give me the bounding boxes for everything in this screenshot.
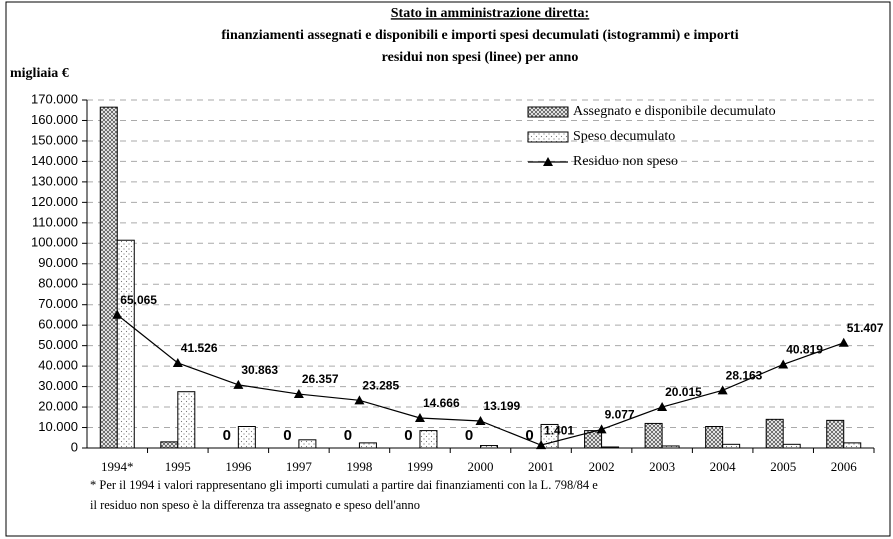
legend-swatch	[527, 106, 569, 118]
x-tick-label: 1997	[286, 459, 313, 474]
y-tick-label: 10.000	[38, 419, 78, 434]
marker	[414, 412, 425, 422]
bar	[177, 391, 196, 449]
data-label: 0	[465, 427, 473, 444]
y-tick-label: 120.000	[31, 194, 78, 209]
bar	[826, 419, 845, 449]
chart-title: Stato in amministrazione diretta:	[391, 6, 589, 21]
y-tick-label: 40.000	[38, 358, 78, 373]
x-tick-label: 2002	[589, 459, 615, 474]
marker	[536, 440, 547, 450]
bar	[358, 442, 377, 449]
data-label: 13.199	[484, 399, 521, 413]
data-label: 23.285	[362, 379, 399, 393]
chart-subtitle: residui non spesi (linee) per anno	[382, 50, 579, 65]
data-label: 1.401	[544, 423, 574, 437]
marker	[233, 379, 244, 389]
marker	[596, 424, 607, 434]
bar	[480, 445, 498, 449]
chart-subtitle: finanziamenti assegnati e disponibili e …	[221, 28, 738, 43]
legend-label: Assegnato e disponibile decumulato	[573, 104, 776, 119]
y-tick-label: 170.000	[31, 91, 78, 106]
x-tick-label: 2001	[528, 459, 554, 474]
y-tick-label: 50.000	[38, 337, 78, 352]
x-tick-label: 1994*	[101, 459, 134, 474]
y-axis-label: migliaia €	[10, 66, 69, 81]
data-label: 26.357	[302, 372, 339, 386]
x-tick-label: 2003	[649, 459, 675, 474]
y-tick-label: 30.000	[38, 378, 78, 393]
bar	[419, 430, 438, 449]
marker	[172, 357, 183, 367]
legend-label: Speso decumulato	[573, 129, 675, 144]
data-label: 51.407	[847, 321, 884, 335]
bar	[782, 443, 801, 449]
marker	[475, 415, 486, 425]
data-label: 65.065	[120, 293, 157, 307]
y-tick-label: 80.000	[38, 276, 78, 291]
marker	[657, 402, 668, 412]
data-label: 9.077	[605, 408, 635, 422]
bar	[99, 106, 118, 449]
data-label: 28.163	[726, 369, 763, 383]
y-tick-label: 130.000	[31, 173, 78, 188]
legend-marker	[543, 157, 553, 166]
marker	[293, 389, 304, 399]
marker	[112, 309, 123, 319]
x-tick-label: 1996	[225, 459, 252, 474]
bar	[298, 439, 317, 449]
bar	[644, 422, 663, 449]
bar	[601, 446, 620, 449]
y-tick-label: 0	[71, 439, 78, 454]
bar	[661, 445, 680, 449]
data-label: 0	[283, 427, 291, 444]
y-tick-label: 70.000	[38, 296, 78, 311]
legend-swatch	[527, 131, 569, 143]
bar	[722, 443, 741, 449]
x-tick-label: 2006	[831, 459, 858, 474]
data-label: 41.526	[181, 341, 218, 355]
data-label: 30.863	[241, 363, 278, 377]
data-label: 0	[404, 427, 412, 444]
bar	[843, 442, 862, 449]
marker	[354, 395, 365, 405]
marker	[838, 337, 849, 347]
y-tick-label: 110.000	[32, 214, 78, 229]
bar	[705, 426, 724, 449]
chart-border	[5, 1, 891, 537]
data-label: 14.666	[423, 396, 460, 410]
bar	[584, 430, 603, 449]
legend-label: Residuo non speso	[573, 154, 678, 169]
bar	[160, 441, 179, 449]
y-tick-label: 100.000	[31, 235, 78, 250]
x-tick-label: 1998	[346, 459, 372, 474]
bar	[765, 418, 784, 449]
x-tick-label: 2000	[468, 459, 494, 474]
x-tick-label: 2004	[710, 459, 737, 474]
marker	[778, 359, 789, 369]
y-tick-label: 20.000	[38, 398, 78, 413]
data-label: 0	[223, 427, 231, 444]
data-label: 0	[344, 427, 352, 444]
y-tick-label: 60.000	[38, 317, 78, 332]
data-label: 40.819	[786, 343, 823, 357]
x-tick-label: 2005	[770, 459, 796, 474]
x-tick-label: 1999	[407, 459, 433, 474]
x-tick-label: 1995	[165, 459, 191, 474]
y-tick-label: 90.000	[38, 255, 78, 270]
y-tick-label: 160.000	[31, 112, 78, 127]
data-label: 0	[525, 427, 533, 444]
data-label: 20.015	[665, 385, 702, 399]
bar	[237, 426, 256, 449]
bar	[116, 239, 135, 449]
y-tick-label: 140.000	[31, 153, 78, 168]
footnote: * Per il 1994 i valori rappresentano gli…	[90, 478, 598, 492]
footnote: il residuo non speso è la differenza tra…	[90, 498, 420, 512]
marker	[717, 385, 728, 395]
y-tick-label: 150.000	[31, 132, 78, 147]
